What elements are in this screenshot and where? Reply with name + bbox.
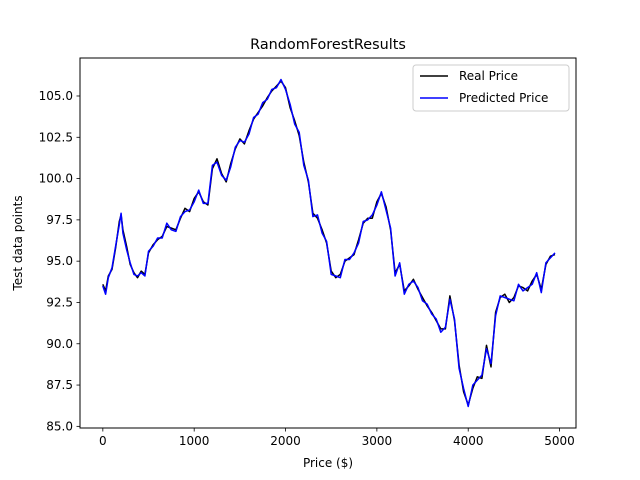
x-axis-label: Price ($) xyxy=(303,456,353,470)
legend-label-real-price: Real Price xyxy=(459,69,518,83)
y-axis-ticks: 85.0 87.5 90.0 92.5 95.0 97.5 100.0 102.5 105.0 xyxy=(39,89,80,433)
y-tick-label: 95.0 xyxy=(46,254,73,268)
y-tick-label: 90.0 xyxy=(46,337,73,351)
x-tick-label: 3000 xyxy=(362,434,393,448)
y-tick-label: 85.0 xyxy=(46,419,73,433)
legend: Real Price Predicted Price xyxy=(412,64,570,112)
series-line-predicted-price xyxy=(102,78,556,408)
x-tick-label: 4000 xyxy=(453,434,484,448)
y-tick-label: 102.5 xyxy=(39,130,73,144)
y-tick-label: 87.5 xyxy=(46,378,73,392)
x-tick-label: 0 xyxy=(99,434,107,448)
series-layer xyxy=(102,78,556,408)
legend-label-predicted-price: Predicted Price xyxy=(459,91,548,105)
series-line-real-price xyxy=(102,80,556,406)
x-tick-label: 1000 xyxy=(179,434,210,448)
x-tick-label: 5000 xyxy=(544,434,575,448)
legend-box xyxy=(412,64,570,112)
y-tick-label: 105.0 xyxy=(39,89,73,103)
chart-title: RandomForestResults xyxy=(250,37,406,53)
y-tick-label: 92.5 xyxy=(46,295,73,309)
y-tick-label: 100.0 xyxy=(39,172,73,186)
y-axis-label: Test data points xyxy=(11,195,25,291)
plot-frame xyxy=(79,57,577,429)
y-tick-label: 97.5 xyxy=(46,213,73,227)
x-axis-ticks: 0 1000 2000 3000 4000 5000 xyxy=(99,428,575,448)
plot-area: 0 1000 2000 3000 4000 5000 85.0 87.5 90.0 92.5 95… xyxy=(39,57,577,448)
x-tick-label: 2000 xyxy=(270,434,301,448)
